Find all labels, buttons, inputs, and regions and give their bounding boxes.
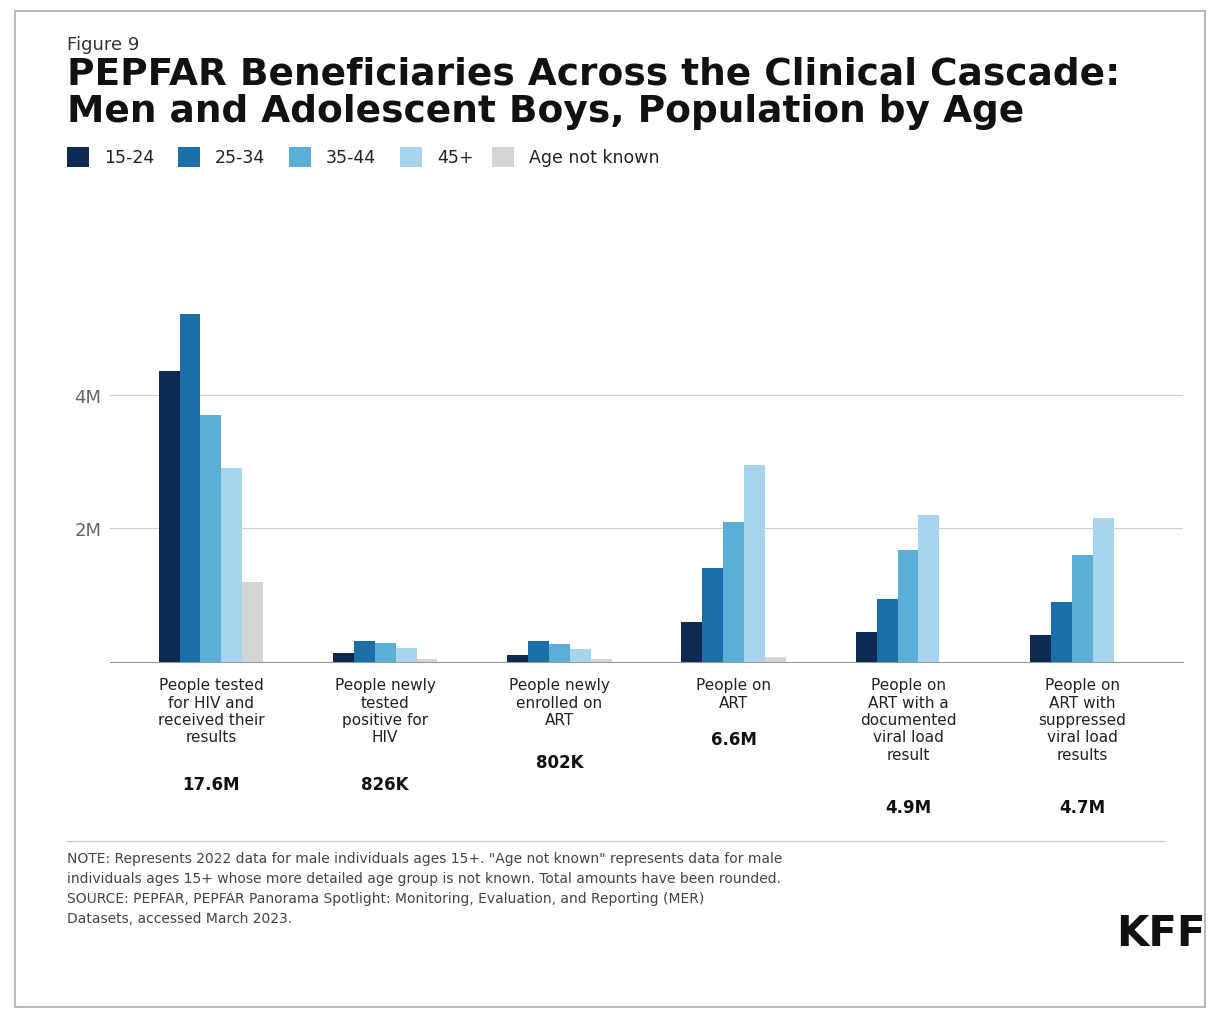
Bar (221, 469, 243, 662)
Text: People newly
tested
positive for
HIV: People newly tested positive for HIV (334, 678, 436, 745)
Text: 4.7M: 4.7M (1059, 798, 1105, 816)
Bar (1072, 555, 1093, 662)
Bar (395, 648, 416, 662)
Bar (528, 642, 549, 662)
Bar (200, 416, 221, 662)
Bar (1030, 636, 1050, 662)
Bar (179, 315, 200, 662)
Bar (744, 466, 765, 662)
Bar (855, 633, 877, 662)
Bar (898, 550, 919, 662)
Bar (508, 655, 528, 662)
Text: People newly
enrolled on
ART: People newly enrolled on ART (509, 678, 610, 728)
Text: 15-24: 15-24 (104, 149, 154, 167)
Bar (1093, 519, 1114, 662)
Text: KFF: KFF (1116, 912, 1205, 954)
Text: PEPFAR Beneficiaries Across the Clinical Cascade:: PEPFAR Beneficiaries Across the Clinical… (67, 56, 1120, 92)
Text: 17.6M: 17.6M (182, 775, 239, 794)
Text: 802K: 802K (536, 753, 583, 771)
Text: 25-34: 25-34 (215, 149, 265, 167)
Bar (1050, 602, 1072, 662)
Text: Men and Adolescent Boys, Population by Age: Men and Adolescent Boys, Population by A… (67, 94, 1025, 129)
Text: People on
ART: People on ART (697, 678, 771, 710)
Text: 35-44: 35-44 (326, 149, 376, 167)
Bar (723, 522, 744, 662)
Bar (765, 657, 786, 662)
Bar (703, 569, 723, 662)
Bar (243, 582, 264, 662)
Bar (354, 641, 375, 662)
Bar (375, 644, 395, 662)
Text: People on
ART with a
documented
viral load
result: People on ART with a documented viral lo… (860, 678, 956, 762)
Text: 826K: 826K (361, 775, 409, 794)
Bar (416, 659, 438, 662)
Text: NOTE: Represents 2022 data for male individuals ages 15+. "Age not known" repres: NOTE: Represents 2022 data for male indi… (67, 851, 782, 925)
Bar (919, 516, 939, 662)
Bar (682, 623, 703, 662)
Text: People tested
for HIV and
received their
results: People tested for HIV and received their… (157, 678, 265, 745)
Text: Age not known: Age not known (528, 149, 659, 167)
Bar (333, 653, 354, 662)
Bar (159, 372, 179, 662)
Bar (590, 659, 611, 662)
Text: Figure 9: Figure 9 (67, 36, 139, 54)
Text: 6.6M: 6.6M (711, 731, 756, 749)
Bar (877, 599, 898, 662)
Text: 4.9M: 4.9M (884, 798, 931, 816)
Bar (549, 644, 570, 662)
Text: People on
ART with
suppressed
viral load
results: People on ART with suppressed viral load… (1038, 678, 1126, 762)
Text: 45+: 45+ (437, 149, 473, 167)
Bar (570, 649, 590, 662)
